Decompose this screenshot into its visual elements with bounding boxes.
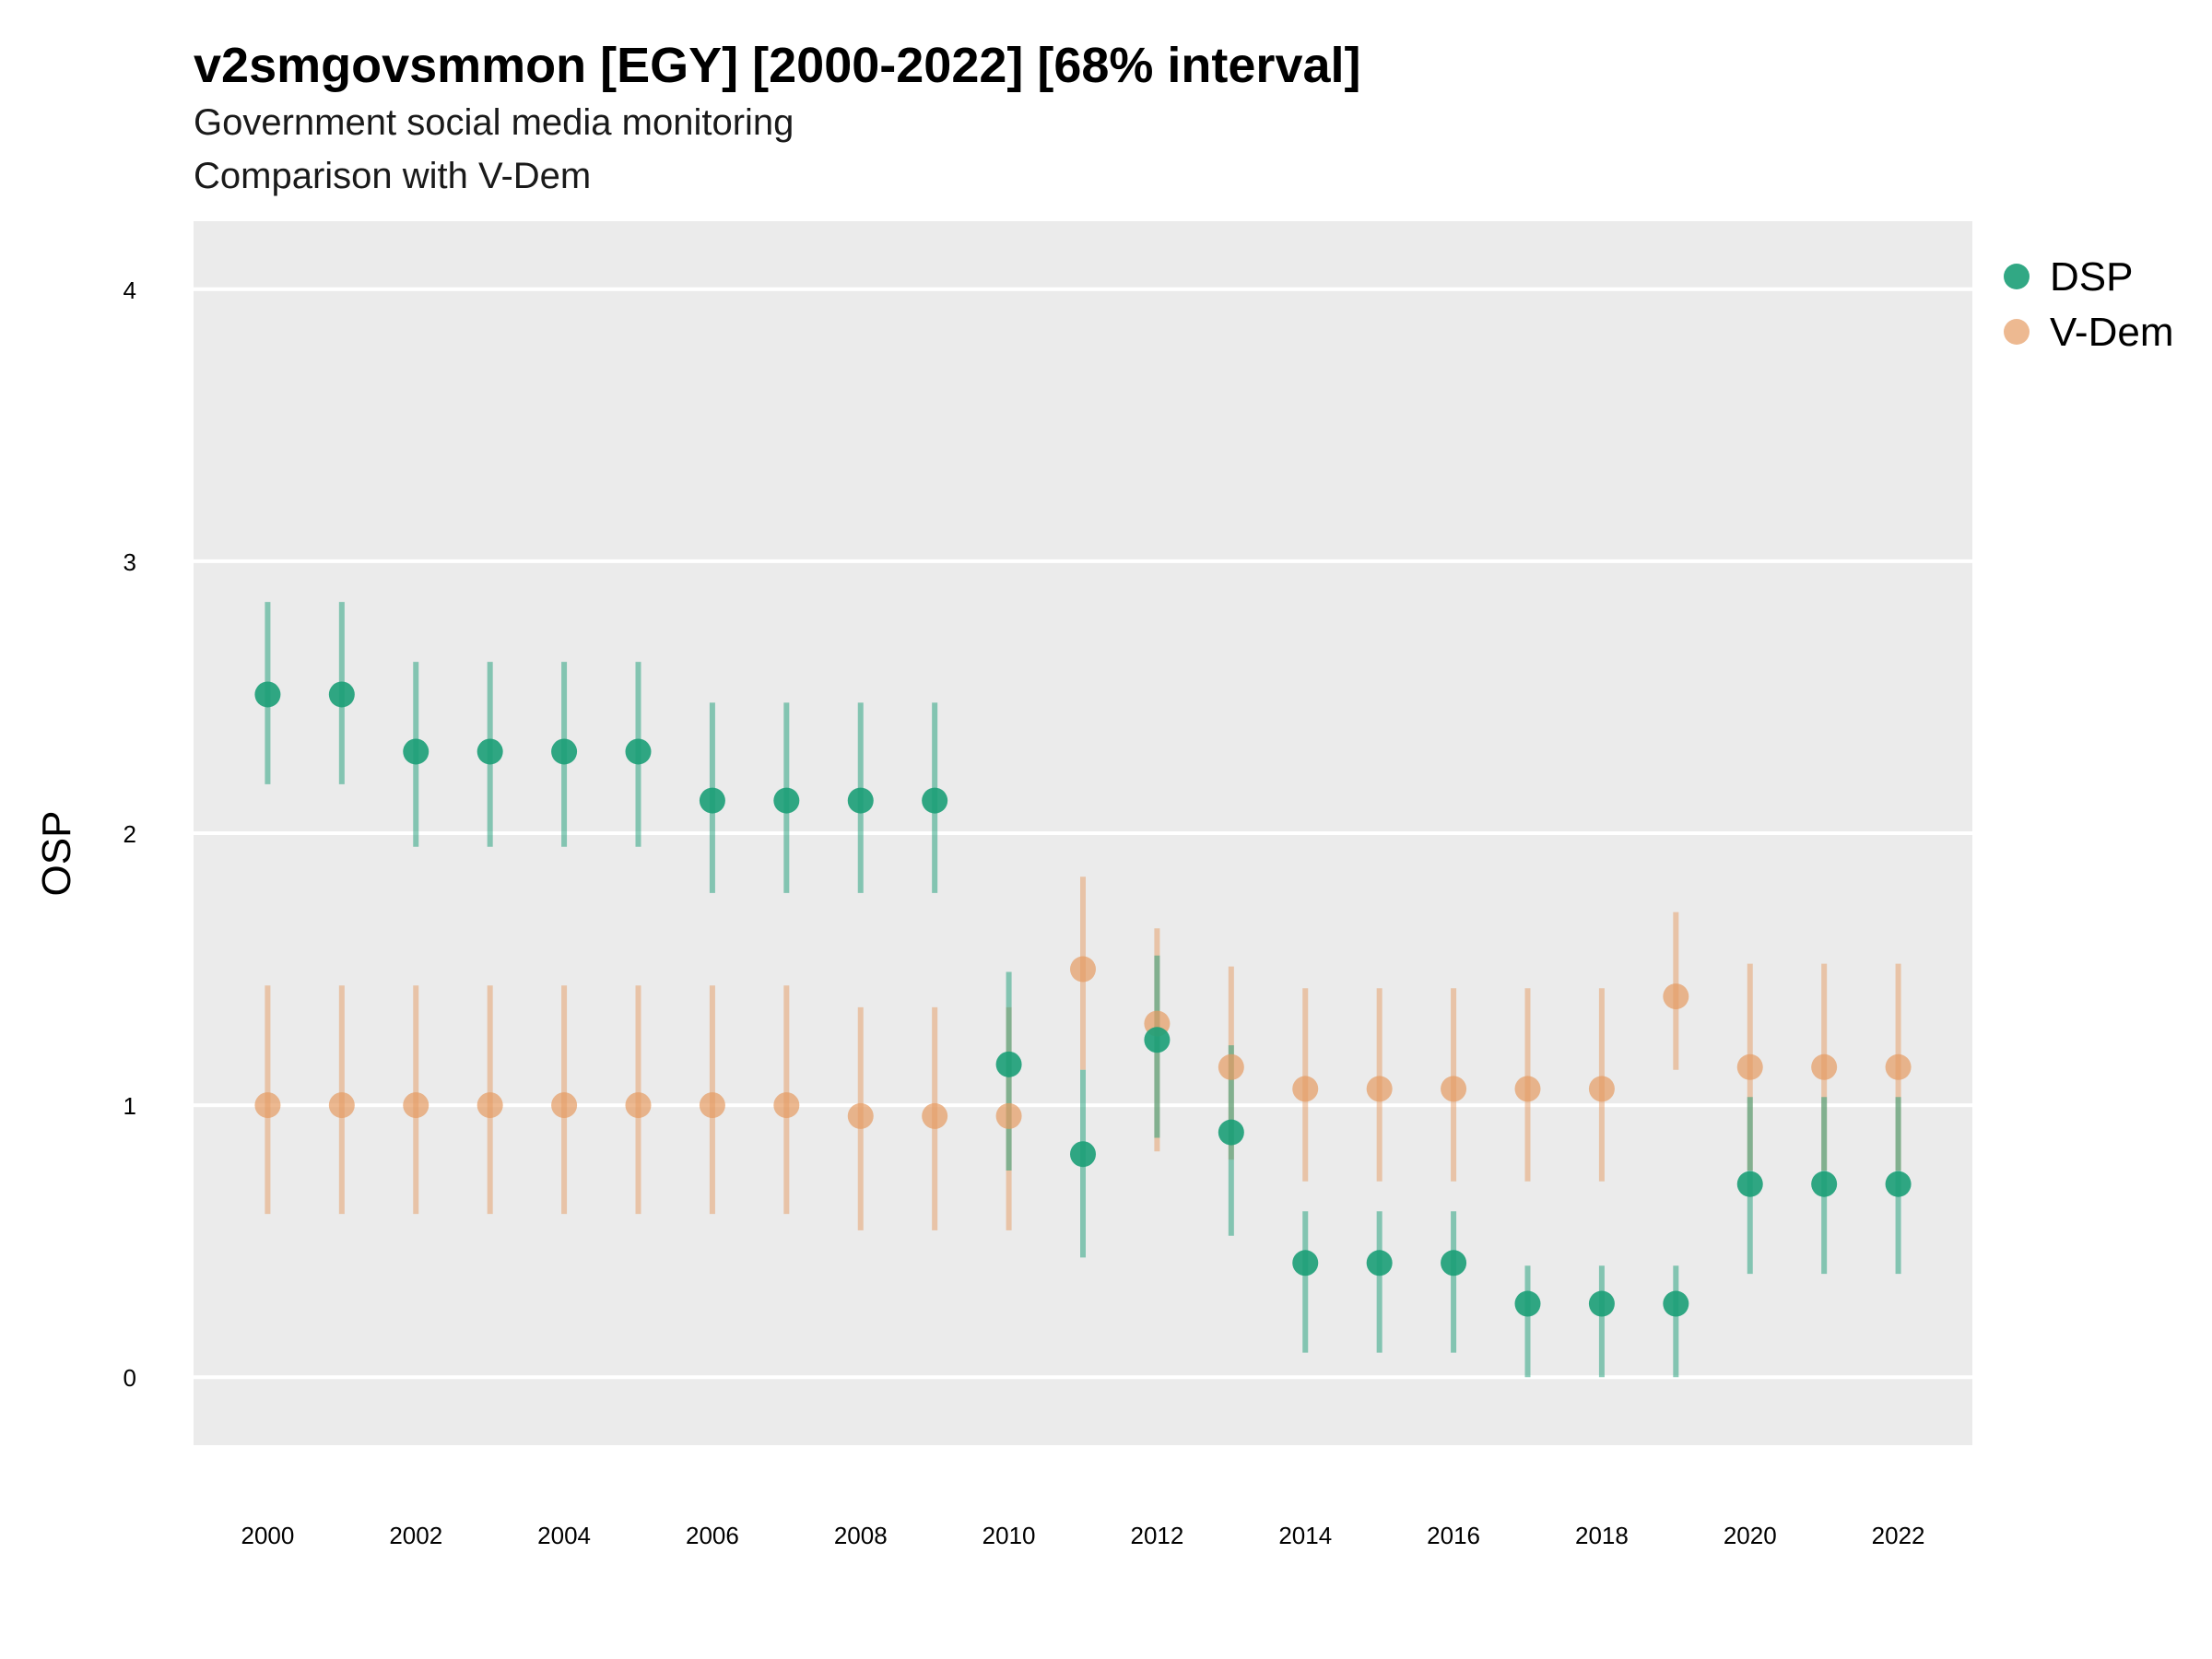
y-tick-label-4: 4 <box>124 276 136 304</box>
point-dsp-2016 <box>1441 1250 1467 1277</box>
y-axis-ticks: 0 1 2 3 4 <box>124 276 136 1392</box>
x-tick-label-2016: 2016 <box>1427 1522 1480 1549</box>
point-dsp-2019 <box>1663 1290 1689 1317</box>
point-dsp-2003 <box>477 738 503 765</box>
point-dsp-2004 <box>551 738 578 765</box>
x-tick-label-2012: 2012 <box>1130 1522 1183 1549</box>
chart-title-block: v2smgovsmmon [EGY] [2000-2022] [68% inte… <box>194 35 1361 203</box>
point-v-dem-2022 <box>1885 1053 1912 1080</box>
x-axis-ticks: 2000 2002 2004 2006 2008 2010 2012 2014 2016 2018… <box>241 1522 1924 1549</box>
legend-label-v-dem: V-Dem <box>2050 310 2173 355</box>
point-v-dem-2013 <box>1218 1053 1244 1080</box>
point-dsp-2007 <box>773 787 800 814</box>
point-dsp-2017 <box>1514 1290 1541 1317</box>
legend-key-dsp <box>2004 264 2030 289</box>
point-v-dem-2009 <box>922 1102 948 1129</box>
point-v-dem-2019 <box>1663 983 1689 1010</box>
data-marks <box>254 602 1912 1378</box>
point-v-dem-2016 <box>1441 1076 1467 1102</box>
chart-subtitle-line-2: Comparison with V-Dem <box>194 156 592 196</box>
chart-subtitle-line-1: Government social media monitoring <box>194 102 794 143</box>
y-tick-label-2: 2 <box>124 820 136 848</box>
x-tick-label-2004: 2004 <box>537 1522 591 1549</box>
point-dsp-2002 <box>403 738 429 765</box>
point-dsp-2014 <box>1292 1250 1319 1277</box>
x-tick-label-2000: 2000 <box>241 1522 294 1549</box>
point-v-dem-2020 <box>1736 1053 1763 1080</box>
point-v-dem-2000 <box>254 1092 281 1119</box>
point-dsp-2008 <box>847 787 874 814</box>
point-v-dem-2006 <box>699 1092 725 1119</box>
x-tick-label-2020: 2020 <box>1724 1522 1777 1549</box>
x-tick-label-2014: 2014 <box>1278 1522 1332 1549</box>
point-v-dem-2002 <box>403 1092 429 1119</box>
y-axis-label: OSP <box>34 811 79 897</box>
point-v-dem-2018 <box>1588 1076 1615 1102</box>
point-dsp-2011 <box>1070 1141 1096 1168</box>
point-v-dem-2008 <box>847 1102 874 1129</box>
point-dsp-2012 <box>1144 1027 1171 1053</box>
x-tick-label-2008: 2008 <box>834 1522 888 1549</box>
x-tick-label-2018: 2018 <box>1575 1522 1629 1549</box>
point-v-dem-2005 <box>625 1092 652 1119</box>
x-tick-label-2006: 2006 <box>686 1522 739 1549</box>
point-v-dem-2010 <box>995 1102 1022 1129</box>
x-tick-label-2002: 2002 <box>389 1522 442 1549</box>
series-dsp-points <box>254 681 1912 1317</box>
point-dsp-2009 <box>922 787 948 814</box>
point-dsp-2020 <box>1736 1171 1763 1197</box>
x-tick-label-2022: 2022 <box>1872 1522 1925 1549</box>
point-v-dem-2003 <box>477 1092 503 1119</box>
point-dsp-2018 <box>1588 1290 1615 1317</box>
point-dsp-2015 <box>1366 1250 1393 1277</box>
point-v-dem-2007 <box>773 1092 800 1119</box>
point-dsp-2000 <box>254 681 281 708</box>
point-dsp-2006 <box>699 787 725 814</box>
point-v-dem-2017 <box>1514 1076 1541 1102</box>
point-v-dem-2011 <box>1070 956 1096 982</box>
point-dsp-2010 <box>995 1051 1022 1077</box>
point-v-dem-2004 <box>551 1092 578 1119</box>
point-dsp-2005 <box>625 738 652 765</box>
point-v-dem-2014 <box>1292 1076 1319 1102</box>
legend: DSP V-Dem <box>2004 254 2173 355</box>
point-dsp-2001 <box>328 681 355 708</box>
legend-label-dsp: DSP <box>2050 254 2133 300</box>
legend-key-v-dem <box>2004 319 2030 345</box>
y-tick-label-3: 3 <box>124 548 136 576</box>
chart-title: v2smgovsmmon [EGY] [2000-2022] [68% inte… <box>194 38 1361 93</box>
point-v-dem-2015 <box>1366 1076 1393 1102</box>
point-dsp-2022 <box>1885 1171 1912 1197</box>
y-tick-label-0: 0 <box>124 1364 136 1392</box>
point-dsp-2021 <box>1811 1171 1838 1197</box>
x-tick-label-2010: 2010 <box>982 1522 1036 1549</box>
point-dsp-2013 <box>1218 1119 1244 1146</box>
point-v-dem-2001 <box>328 1092 355 1119</box>
y-tick-label-1: 1 <box>124 1092 136 1120</box>
point-v-dem-2021 <box>1811 1053 1838 1080</box>
